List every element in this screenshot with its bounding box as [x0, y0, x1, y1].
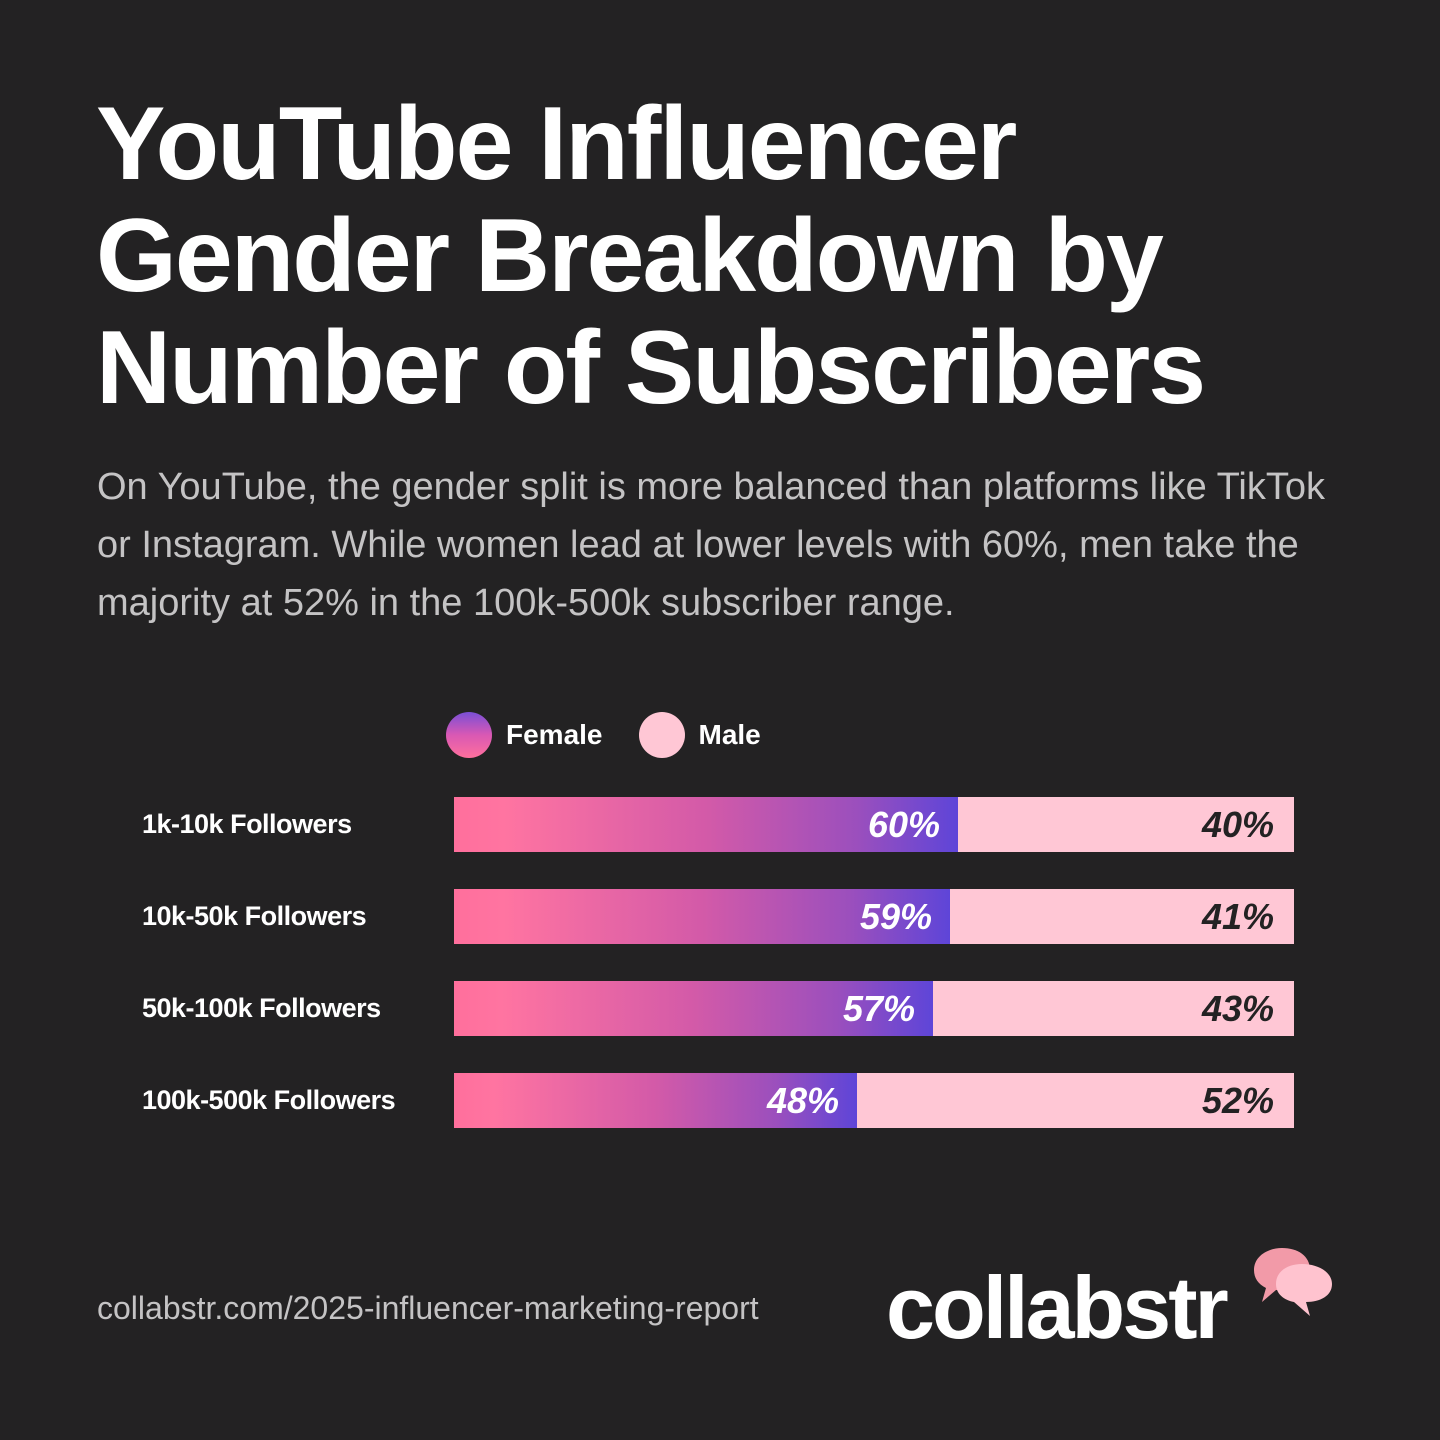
bar-female — [454, 981, 933, 1036]
brand-name: collabstr — [886, 1258, 1229, 1357]
category-label: 10k-50k Followers — [142, 901, 367, 931]
category-label: 1k-10k Followers — [142, 809, 352, 839]
data-label-male: 43% — [1201, 988, 1274, 1029]
title-line-2: Gender Breakdown by — [96, 198, 1164, 314]
bar-female — [454, 797, 958, 852]
data-label-female: 57% — [842, 988, 915, 1029]
page-title: YouTube Influencer Gender Breakdown by N… — [96, 88, 1356, 424]
data-label-male: 40% — [1201, 804, 1274, 845]
data-label-female: 59% — [859, 896, 932, 937]
category-label: 100k-500k Followers — [142, 1085, 396, 1115]
legend-swatch-male — [638, 712, 685, 758]
bar-male — [950, 889, 1294, 944]
chart-legend: Female Male — [446, 712, 797, 758]
footer-url: collabstr.com/2025-influencer-marketing-… — [97, 1290, 759, 1326]
legend-item-female: Female — [446, 712, 603, 758]
legend-label-male: Male — [698, 719, 761, 750]
legend-swatch-female — [446, 712, 492, 758]
bar-male — [958, 797, 1294, 852]
legend-label-female: Female — [506, 719, 603, 750]
bar-male — [933, 981, 1294, 1036]
bar-female — [454, 889, 950, 944]
subtitle: On YouTube, the gender split is more bal… — [97, 466, 1325, 624]
data-label-male: 41% — [1201, 896, 1274, 937]
data-label-female: 48% — [766, 1080, 839, 1121]
speech-bubbles-icon — [1254, 1248, 1332, 1316]
category-label: 50k-100k Followers — [142, 993, 381, 1023]
bar-male — [857, 1073, 1294, 1128]
title-line-1: YouTube Influencer — [96, 86, 1017, 202]
brand: collabstr — [886, 1248, 1332, 1357]
bar-female — [454, 1073, 857, 1128]
title-line-3: Number of Subscribers — [96, 310, 1206, 426]
data-label-female: 60% — [867, 804, 940, 845]
data-label-male: 52% — [1201, 1080, 1274, 1121]
legend-item-male: Male — [638, 712, 761, 758]
